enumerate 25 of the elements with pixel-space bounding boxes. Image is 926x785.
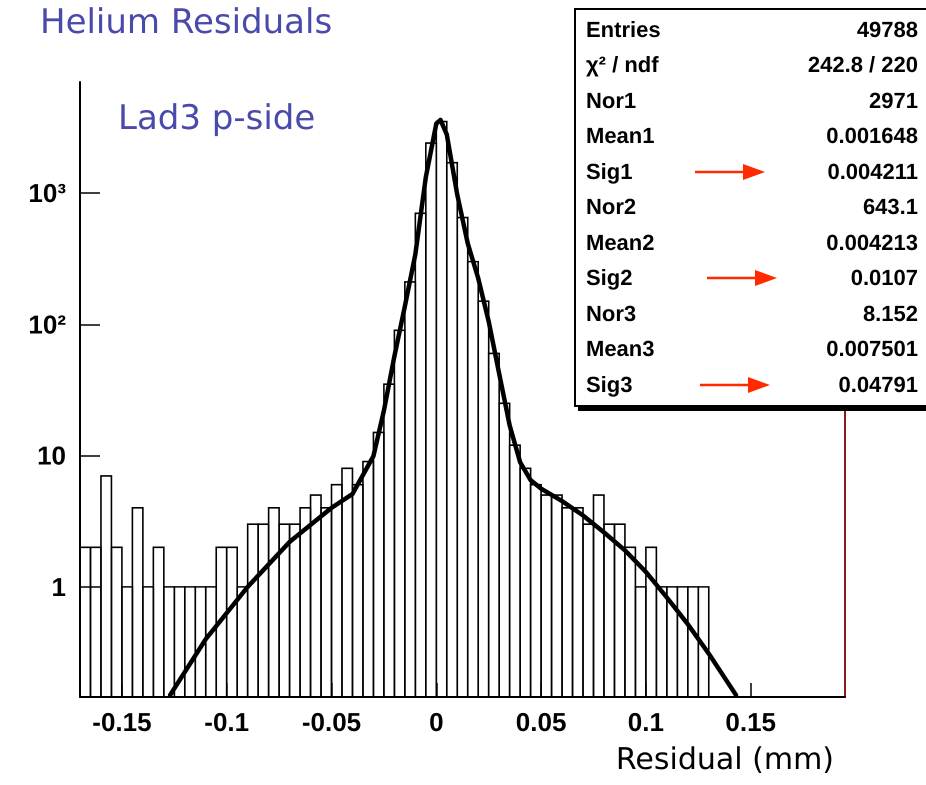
text: Entries 49788 [586,16,918,42]
x-tick-label: -0.1 [204,707,250,737]
x-tick-label: 0.1 [628,707,664,737]
x-tick-label: -0.15 [92,707,152,737]
text: χ² / ndf 242.8 / 220 [586,52,918,78]
text: Sig3 0.04791 [586,372,918,397]
y-tick-label: 10 [37,440,66,471]
x-tick-label: 0.15 [725,707,776,737]
text: Sig2 0.0107 [586,265,918,290]
y-tick-label: 10³ [28,178,66,208]
y-tick-label: 10² [28,309,66,340]
text: Mean2 0.004213 [586,230,918,255]
x-tick-label: 0 [429,707,444,737]
text: Mean3 0.007501 [586,336,918,362]
text: Sig1 0.004211 [586,158,918,184]
text: Mean1 0.001648 [586,123,918,148]
annotation: Lad3 p-side [118,98,316,138]
x-tick-label: 0.05 [516,707,566,737]
x-tick-label: -0.05 [302,707,362,737]
x-axis-title: Residual (mm) [616,742,834,777]
text: Nor1 2971 [586,88,918,113]
chart-title: Helium Residuals [40,2,332,42]
text: Nor3 8.152 [586,300,918,326]
text: Nor2 643.1 [586,194,918,220]
y-tick-label: 1 [52,572,66,602]
